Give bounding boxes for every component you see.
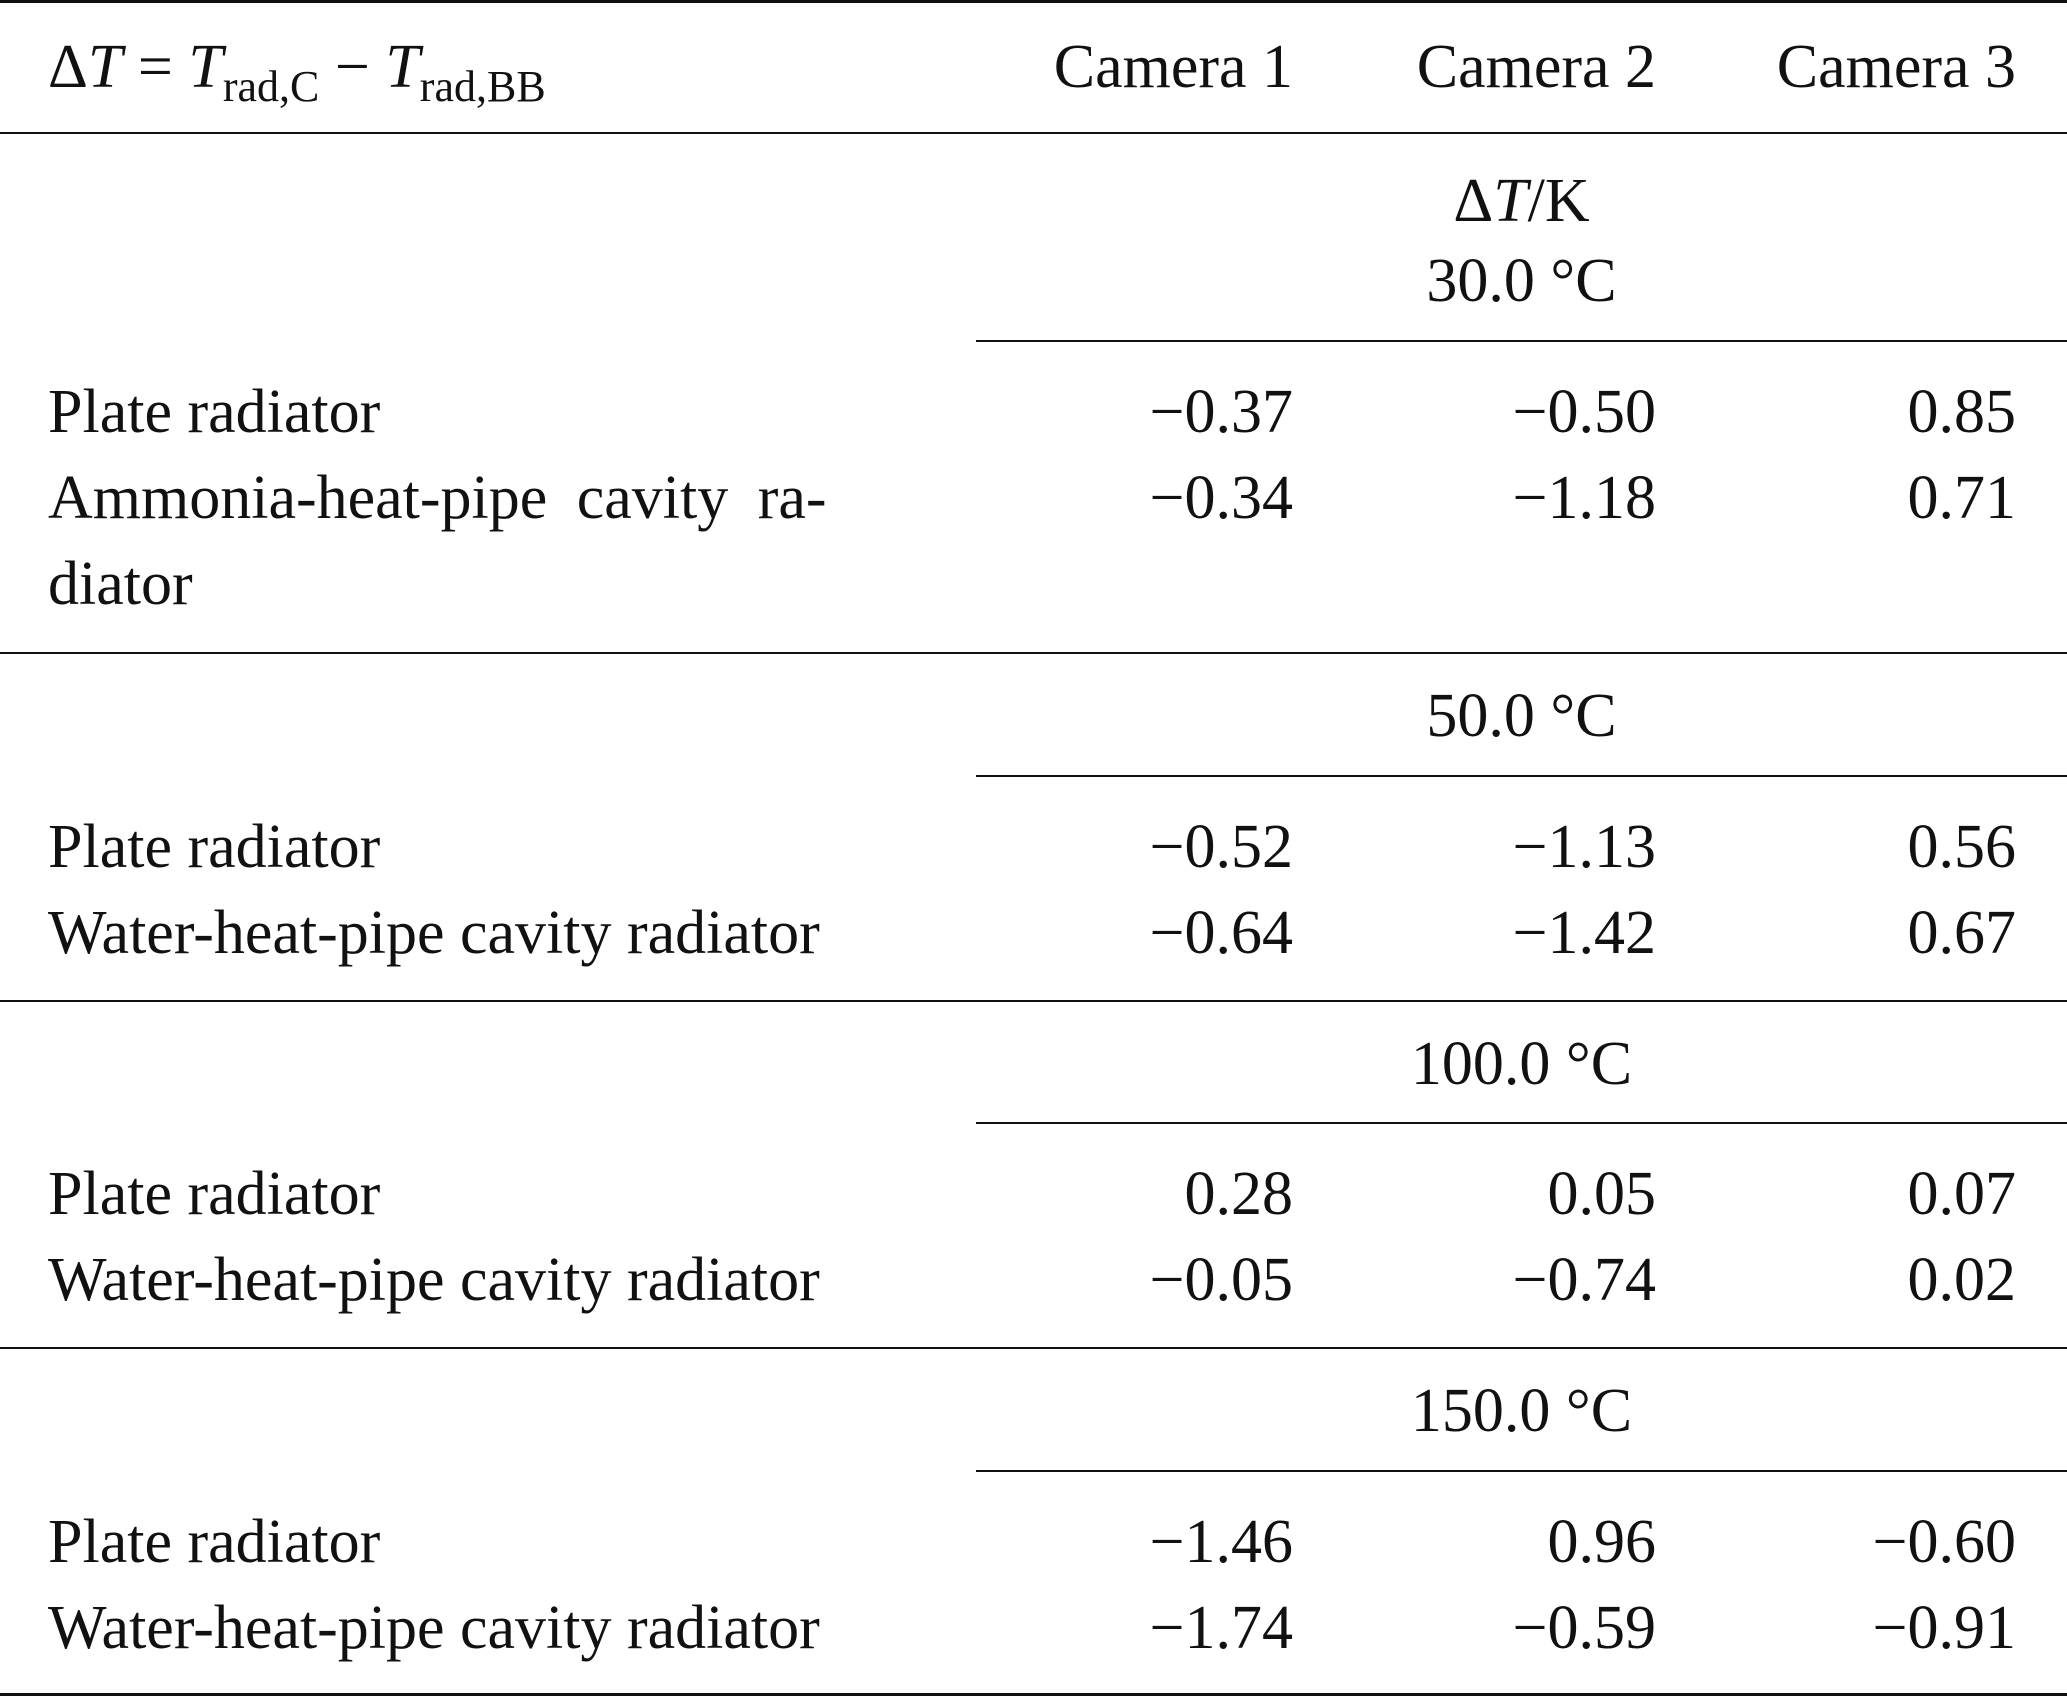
cell-camera-3: 0.67 bbox=[1907, 899, 2017, 967]
group-temperature-150: 150.0 °C bbox=[1410, 1377, 1633, 1445]
header-rule bbox=[0, 132, 2067, 134]
section-rule bbox=[0, 652, 2067, 654]
group-temperature-30: 30.0 °C bbox=[1426, 247, 1617, 315]
cell-camera-3: 0.56 bbox=[1907, 813, 2017, 881]
cell-camera-1: 0.28 bbox=[1184, 1160, 1294, 1228]
delta-symbol: Δ bbox=[48, 33, 88, 101]
formula-t-camera: T bbox=[188, 33, 223, 101]
row-label: Plate radiator bbox=[48, 813, 381, 881]
section-rule bbox=[0, 1347, 2067, 1349]
cell-camera-2: −0.74 bbox=[1512, 1246, 1656, 1314]
group-temperature-100: 100.0 °C bbox=[1410, 1030, 1633, 1098]
units-delta: Δ bbox=[1453, 167, 1494, 235]
row-label: Plate radiator bbox=[48, 1508, 381, 1576]
row-label: Water-heat-pipe cavity radiator bbox=[48, 1594, 820, 1662]
formula-sub-camera: rad,C bbox=[222, 62, 320, 111]
row-label: Ammonia-heat-pipe cavity ra- bbox=[48, 464, 827, 532]
cell-camera-3: 0.71 bbox=[1907, 464, 2017, 532]
cell-camera-2: −0.50 bbox=[1512, 378, 1656, 446]
column-header-camera-1: Camera 1 bbox=[1053, 33, 1293, 101]
table-bottom-rule bbox=[0, 1693, 2067, 1696]
formula-sub-blackbody: rad,BB bbox=[419, 62, 546, 111]
cell-camera-1: −1.46 bbox=[1149, 1508, 1293, 1576]
cell-camera-1: −0.34 bbox=[1149, 464, 1293, 532]
cell-camera-1: −0.05 bbox=[1149, 1246, 1293, 1314]
cell-camera-2: −1.18 bbox=[1512, 464, 1656, 532]
column-header-camera-2: Camera 2 bbox=[1416, 33, 1656, 101]
row-label: Water-heat-pipe cavity radiator bbox=[48, 1246, 820, 1314]
cell-camera-1: −0.64 bbox=[1149, 899, 1293, 967]
cell-camera-1: −0.37 bbox=[1149, 378, 1293, 446]
units-kelvin: /K bbox=[1527, 167, 1590, 235]
formula-equals: = bbox=[122, 33, 189, 101]
cell-camera-3: 0.07 bbox=[1907, 1160, 2017, 1228]
cell-camera-2: −1.42 bbox=[1512, 899, 1656, 967]
row-label: Water-heat-pipe cavity radiator bbox=[48, 899, 820, 967]
cell-camera-2: 0.96 bbox=[1547, 1508, 1657, 1576]
cell-camera-3: −0.60 bbox=[1872, 1508, 2016, 1576]
formula-t: T bbox=[87, 33, 123, 101]
column-header-camera-3: Camera 3 bbox=[1776, 33, 2016, 101]
formula-t-blackbody: T bbox=[385, 33, 420, 101]
cell-camera-1: −0.52 bbox=[1149, 813, 1293, 881]
section-rule bbox=[0, 1000, 2067, 1002]
row-label: Plate radiator bbox=[48, 378, 381, 446]
header-formula: ΔT = Trad,C − Trad,BB bbox=[48, 33, 546, 109]
units-t: T bbox=[1493, 167, 1528, 235]
units-label: ΔT/K bbox=[976, 170, 2067, 232]
cell-camera-3: 0.85 bbox=[1907, 378, 2017, 446]
table-top-rule bbox=[0, 0, 2067, 3]
group-rule bbox=[976, 1470, 2067, 1472]
cell-camera-2: −0.59 bbox=[1512, 1594, 1656, 1662]
group-temperature-50: 50.0 °C bbox=[1426, 682, 1617, 750]
cell-camera-2: 0.05 bbox=[1547, 1160, 1657, 1228]
cell-camera-1: −1.74 bbox=[1149, 1594, 1293, 1662]
group-rule bbox=[976, 340, 2067, 342]
group-rule bbox=[976, 775, 2067, 777]
formula-minus: − bbox=[319, 33, 386, 101]
cell-camera-3: 0.02 bbox=[1907, 1246, 2017, 1314]
row-label-continuation: diator bbox=[48, 550, 193, 618]
row-label: Plate radiator bbox=[48, 1160, 381, 1228]
cell-camera-2: −1.13 bbox=[1512, 813, 1656, 881]
cell-camera-3: −0.91 bbox=[1872, 1594, 2016, 1662]
group-rule bbox=[976, 1122, 2067, 1124]
